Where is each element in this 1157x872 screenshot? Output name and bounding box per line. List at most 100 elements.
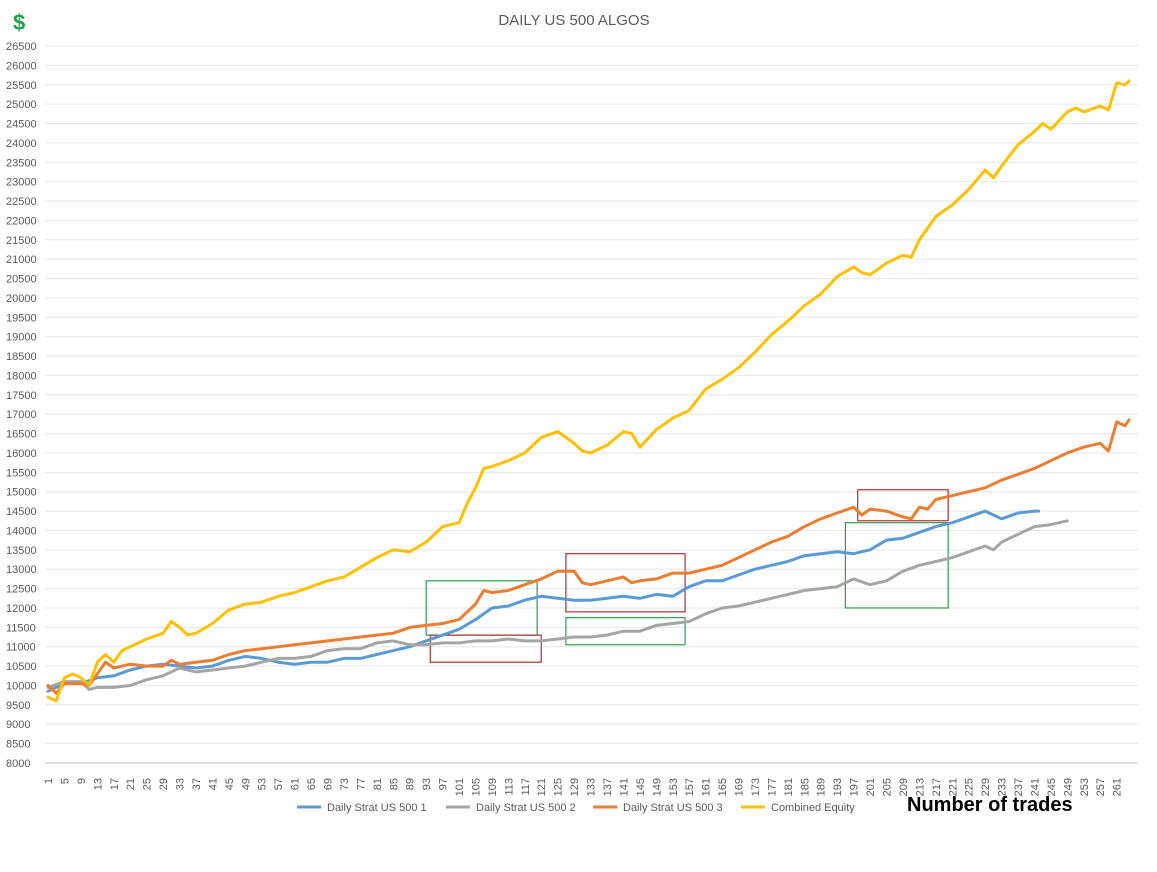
x-tick-label: 217 — [931, 778, 943, 796]
y-tick-label: 17500 — [6, 390, 37, 402]
annotation-box — [429, 634, 542, 663]
x-tick-label: 5 — [59, 778, 71, 784]
x-tick-label: 65 — [306, 778, 318, 790]
y-tick-label: 21000 — [6, 254, 37, 266]
annotation-box — [565, 617, 686, 646]
y-tick-label: 22000 — [6, 215, 37, 227]
x-tick-label: 57 — [273, 778, 285, 790]
annotation-box — [857, 489, 949, 522]
y-tick-label: 14500 — [6, 506, 37, 518]
x-tick-label: 61 — [290, 778, 302, 790]
x-tick-label: 129 — [569, 778, 581, 796]
y-tick-label: 20000 — [6, 293, 37, 305]
y-tick-label: 17000 — [6, 409, 37, 421]
y-tick-label: 16500 — [6, 429, 37, 441]
x-tick-label: 173 — [750, 778, 762, 796]
x-tick-label: 93 — [421, 778, 433, 790]
x-tick-label: 185 — [799, 778, 811, 796]
x-tick-label: 157 — [684, 778, 696, 796]
y-axis-ticks: 8000 8500 9000 9500 10000 10500 11000 11500 1200… — [6, 41, 37, 770]
grid-lines — [45, 45, 1138, 764]
y-tick-label: 23500 — [6, 157, 37, 169]
x-tick-label: 133 — [586, 778, 598, 796]
x-tick-label: 237 — [1013, 778, 1025, 796]
y-tick-label: 11500 — [6, 622, 36, 634]
x-tick-label: 249 — [1062, 778, 1074, 796]
legend-label: Daily Strat US 500 1 — [327, 802, 427, 814]
x-tick-label: 201 — [865, 778, 877, 796]
y-tick-label: 11000 — [6, 642, 36, 654]
x-tick-label: 213 — [914, 778, 926, 796]
y-tick-label: 9000 — [6, 719, 30, 731]
legend-item-3: Daily Strat US 500 3 — [593, 802, 723, 814]
x-tick-label: 1 — [43, 778, 55, 784]
series-line-2 — [46, 519, 1069, 691]
x-tick-label: 221 — [947, 778, 959, 796]
x-tick-label: 257 — [1095, 778, 1107, 796]
x-tick-label: 141 — [618, 778, 630, 796]
x-axis-title: Number of trades — [907, 794, 1073, 816]
legend-item-1: Daily Strat US 500 1 — [297, 802, 427, 814]
y-tick-label: 23000 — [6, 177, 37, 189]
chart-title: DAILY US 500 ALGOS — [498, 12, 649, 29]
y-tick-label: 13500 — [6, 545, 37, 557]
legend-label: Daily Strat US 500 3 — [623, 802, 723, 814]
x-tick-label: 117 — [520, 778, 532, 796]
x-tick-label: 149 — [651, 778, 663, 796]
x-tick-label: 9 — [76, 778, 88, 784]
x-tick-label: 209 — [898, 778, 910, 796]
series-line-4 — [46, 79, 1131, 703]
y-tick-label: 26000 — [6, 60, 37, 72]
dollar-icon: $ — [13, 10, 25, 35]
annotation-box — [844, 522, 949, 609]
legend-item-2: Daily Strat US 500 2 — [446, 802, 576, 814]
x-tick-label: 109 — [487, 778, 499, 796]
y-tick-label: 24000 — [6, 138, 37, 150]
x-tick-label: 121 — [536, 778, 548, 796]
x-tick-label: 53 — [257, 778, 269, 790]
annotation-box — [565, 553, 686, 613]
x-tick-label: 137 — [602, 778, 614, 796]
y-tick-label: 18000 — [6, 370, 37, 382]
x-tick-label: 81 — [372, 778, 384, 790]
y-tick-label: 24500 — [6, 119, 37, 131]
y-tick-label: 19500 — [6, 312, 37, 324]
y-tick-label: 22500 — [6, 196, 37, 208]
y-tick-label: 21500 — [6, 235, 37, 247]
x-tick-label: 177 — [766, 778, 778, 796]
y-tick-label: 13000 — [6, 564, 37, 576]
x-tick-label: 165 — [717, 778, 729, 796]
legend-label: Daily Strat US 500 2 — [476, 802, 576, 814]
x-tick-label: 97 — [438, 778, 450, 790]
x-tick-label: 253 — [1079, 778, 1091, 796]
x-tick-label: 189 — [816, 778, 828, 796]
x-tick-label: 145 — [635, 778, 647, 796]
x-tick-label: 229 — [980, 778, 992, 796]
x-tick-label: 125 — [553, 778, 565, 796]
x-tick-label: 233 — [997, 778, 1009, 796]
y-tick-label: 26500 — [6, 41, 37, 53]
y-tick-label: 8000 — [6, 758, 30, 770]
x-tick-label: 113 — [503, 778, 515, 796]
x-tick-label: 105 — [470, 778, 482, 796]
series-line-1 — [46, 509, 1041, 693]
y-tick-label: 15000 — [6, 487, 37, 499]
y-tick-label: 25000 — [6, 99, 37, 111]
y-tick-label: 10000 — [6, 680, 37, 692]
x-tick-label: 193 — [832, 778, 844, 796]
y-tick-label: 25500 — [6, 80, 37, 92]
y-tick-label: 18500 — [6, 351, 37, 363]
y-tick-label: 12500 — [6, 584, 37, 596]
y-tick-label: 16000 — [6, 448, 37, 460]
x-tick-label: 37 — [191, 778, 203, 790]
x-tick-label: 17 — [109, 778, 121, 790]
x-tick-label: 49 — [240, 778, 252, 790]
y-tick-label: 15500 — [6, 467, 37, 479]
x-tick-label: 21 — [125, 778, 137, 790]
x-tick-label: 181 — [783, 778, 795, 796]
x-tick-label: 101 — [454, 778, 466, 796]
x-tick-label: 169 — [734, 778, 746, 796]
x-tick-label: 85 — [388, 778, 400, 790]
x-tick-label: 41 — [207, 778, 219, 790]
